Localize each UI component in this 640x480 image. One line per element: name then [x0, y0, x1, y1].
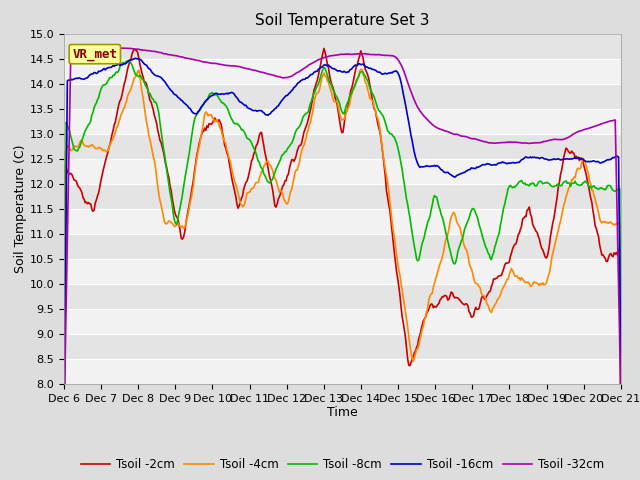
Tsoil -32cm [605, 119, 612, 124]
Tsoil -16cm [518, 157, 525, 163]
Tsoil -8cm [605, 182, 612, 188]
Bar [64, 159, 621, 184]
Bar [64, 84, 621, 108]
Tsoil -32cm [60, 419, 68, 424]
Line: Tsoil -8cm: Tsoil -8cm [64, 60, 621, 452]
Tsoil -16cm [329, 66, 337, 72]
Line: Tsoil -2cm: Tsoil -2cm [64, 48, 621, 428]
Tsoil -4cm [393, 252, 401, 257]
Line: Tsoil -4cm: Tsoil -4cm [64, 70, 621, 411]
Tsoil -16cm [605, 157, 612, 163]
Bar [64, 59, 621, 84]
Tsoil -4cm [328, 91, 335, 96]
Tsoil -8cm [362, 76, 370, 82]
Tsoil -8cm [60, 449, 68, 455]
Tsoil -4cm [60, 360, 68, 365]
Bar [64, 334, 621, 359]
Bar [64, 359, 621, 384]
Tsoil -8cm [518, 178, 525, 183]
Tsoil -2cm [518, 223, 525, 229]
Line: Tsoil -32cm: Tsoil -32cm [64, 48, 621, 421]
Tsoil -2cm [617, 425, 625, 431]
Tsoil -32cm [617, 394, 625, 399]
Bar [64, 34, 621, 59]
Tsoil -16cm [60, 431, 68, 436]
Tsoil -8cm [617, 335, 625, 340]
Title: Soil Temperature Set 3: Soil Temperature Set 3 [255, 13, 429, 28]
Tsoil -2cm [605, 255, 612, 261]
Y-axis label: Soil Temperature (C): Soil Temperature (C) [13, 144, 27, 273]
Tsoil -8cm [326, 80, 333, 85]
Tsoil -16cm [326, 63, 333, 69]
Bar [64, 259, 621, 284]
Tsoil -4cm [518, 275, 525, 280]
Tsoil -16cm [132, 55, 140, 61]
Tsoil -4cm [357, 67, 365, 72]
Tsoil -2cm [393, 268, 401, 274]
Tsoil -4cm [362, 81, 370, 86]
Bar [64, 209, 621, 234]
Tsoil -32cm [518, 140, 525, 146]
Bar [64, 134, 621, 159]
Tsoil -32cm [326, 53, 333, 59]
Tsoil -8cm [393, 140, 401, 146]
Bar [64, 309, 621, 334]
Tsoil -2cm [326, 72, 333, 78]
Tsoil -16cm [393, 68, 401, 74]
Tsoil -2cm [60, 368, 68, 374]
Tsoil -2cm [362, 69, 370, 74]
X-axis label: Time: Time [327, 407, 358, 420]
Tsoil -2cm [329, 84, 337, 90]
Tsoil -2cm [320, 46, 328, 51]
Tsoil -32cm [122, 45, 129, 51]
Tsoil -4cm [324, 80, 332, 85]
Tsoil -8cm [125, 58, 132, 63]
Tsoil -32cm [393, 55, 401, 61]
Text: VR_met: VR_met [72, 48, 117, 60]
Tsoil -8cm [329, 87, 337, 93]
Bar [64, 234, 621, 259]
Tsoil -4cm [617, 408, 625, 414]
Bar [64, 184, 621, 209]
Tsoil -4cm [605, 220, 612, 226]
Tsoil -32cm [362, 51, 370, 57]
Tsoil -16cm [362, 64, 370, 70]
Bar [64, 108, 621, 134]
Tsoil -16cm [617, 363, 625, 369]
Bar [64, 284, 621, 309]
Tsoil -32cm [329, 53, 337, 59]
Legend: Tsoil -2cm, Tsoil -4cm, Tsoil -8cm, Tsoil -16cm, Tsoil -32cm: Tsoil -2cm, Tsoil -4cm, Tsoil -8cm, Tsoi… [76, 454, 609, 476]
Line: Tsoil -16cm: Tsoil -16cm [64, 58, 621, 433]
